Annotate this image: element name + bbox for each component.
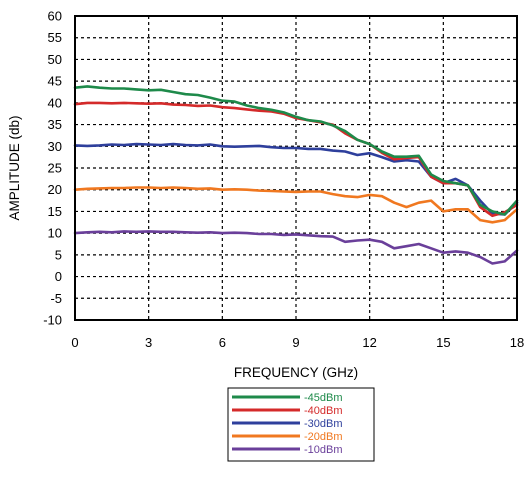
y-tick-label: 5 [55, 247, 62, 262]
legend: -45dBm-40dBm-30dBm-20dBm-10dBm [227, 387, 375, 462]
x-tick-label: 6 [219, 335, 226, 350]
x-tick-label: 15 [436, 335, 450, 350]
x-tick-label: 0 [71, 335, 78, 350]
y-tick-label: 35 [48, 117, 62, 132]
y-tick-label: 40 [48, 95, 62, 110]
plot-frame [74, 15, 518, 321]
legend-label: -20dBm [304, 431, 343, 443]
y-tick-label: 50 [48, 52, 62, 67]
legend-label: -40dBm [304, 405, 343, 417]
y-tick-label: -5 [50, 291, 62, 306]
legend-label: -10dBm [304, 444, 343, 456]
y-tick-label: 15 [48, 204, 62, 219]
x-tick-labels: 0 3 6 9 12 15 18 [71, 335, 524, 350]
y-tick-label: 10 [48, 226, 62, 241]
y-tick-label: 30 [48, 139, 62, 154]
x-tick-label: 3 [145, 335, 152, 350]
x-tick-label: 18 [510, 335, 524, 350]
y-tick-label: 60 [48, 9, 62, 24]
y-tick-label: 55 [48, 30, 62, 45]
series-line-10dBm [73, 230, 519, 265]
x-axis-title: FREQUENCY (GHz) [234, 365, 358, 380]
x-tick-label: 9 [292, 335, 299, 350]
y-tick-label: 25 [48, 161, 62, 176]
y-axis-title: AMPLITUDE (db) [7, 115, 22, 220]
y-tick-label: 0 [55, 269, 62, 284]
x-tick-label: 12 [362, 335, 376, 350]
series-line-45dBm [73, 85, 519, 216]
y-tick-label: -10 [43, 313, 62, 328]
legend-label: -45dBm [304, 392, 343, 404]
series-layer [73, 85, 519, 265]
series-line-20dBm [73, 186, 519, 224]
grid [75, 16, 517, 320]
y-tick-label: 45 [48, 74, 62, 89]
legend-label: -30dBm [304, 418, 343, 430]
y-tick-label: 20 [48, 182, 62, 197]
